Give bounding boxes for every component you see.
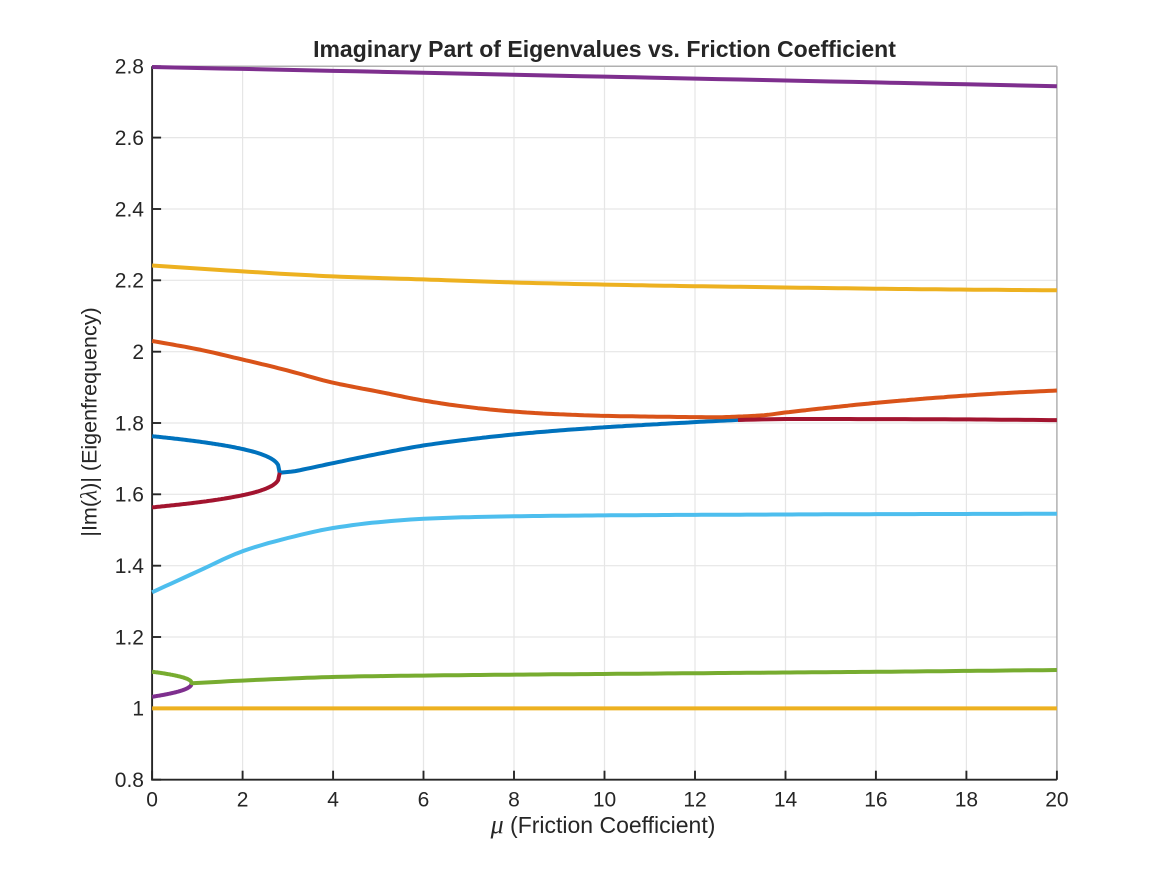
svg-text:1.2: 1.2 bbox=[115, 626, 144, 649]
svg-text:Imaginary Part of Eigenvalues: Imaginary Part of Eigenvalues vs. Fricti… bbox=[313, 36, 896, 62]
svg-text:μ (Friction Coefficient): μ (Friction Coefficient) bbox=[490, 810, 716, 839]
svg-text:2.6: 2.6 bbox=[115, 127, 144, 150]
svg-text:2.4: 2.4 bbox=[115, 198, 145, 221]
svg-text:4: 4 bbox=[327, 788, 339, 811]
svg-text:1.6: 1.6 bbox=[115, 484, 144, 507]
svg-text:1.4: 1.4 bbox=[115, 555, 145, 578]
svg-text:18: 18 bbox=[955, 788, 978, 811]
svg-text:2: 2 bbox=[132, 341, 144, 364]
svg-text:1: 1 bbox=[132, 698, 144, 721]
svg-text:14: 14 bbox=[774, 788, 798, 811]
svg-text:2.2: 2.2 bbox=[115, 270, 144, 293]
svg-text:16: 16 bbox=[864, 788, 887, 811]
svg-text:2: 2 bbox=[237, 788, 249, 811]
svg-text:0: 0 bbox=[146, 788, 158, 811]
svg-text:1.8: 1.8 bbox=[115, 412, 144, 435]
svg-text:8: 8 bbox=[508, 788, 520, 811]
svg-text:|Im(λ)| (Eigenfrequency): |Im(λ)| (Eigenfrequency) bbox=[77, 307, 103, 536]
svg-text:10: 10 bbox=[593, 788, 616, 811]
svg-text:20: 20 bbox=[1045, 788, 1068, 811]
svg-text:2.8: 2.8 bbox=[115, 56, 144, 79]
svg-text:12: 12 bbox=[683, 788, 706, 811]
svg-text:6: 6 bbox=[418, 788, 430, 811]
svg-text:0.8: 0.8 bbox=[115, 769, 144, 792]
